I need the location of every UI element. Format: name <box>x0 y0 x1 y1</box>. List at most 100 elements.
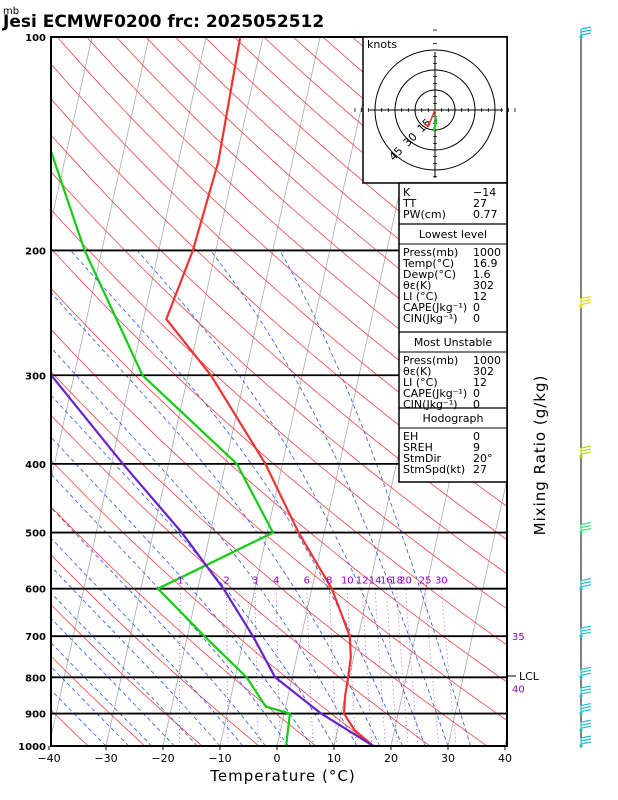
temperature-profile-line <box>165 37 375 746</box>
stats-row-value: 1.6 <box>473 268 491 281</box>
wind-barb-flag <box>580 451 592 455</box>
wind-barb-flag <box>580 584 592 588</box>
dry-adiabat-line <box>51 371 488 746</box>
y-axis-label: Mixing Ratio (g/kg) <box>531 375 549 536</box>
temperature-axis: −40 −30 −20 −10 0 10 20 30 40 <box>37 746 512 765</box>
stats-row-label: θε(K) <box>403 279 431 292</box>
stats-row-label: Press(mb) <box>403 354 458 367</box>
stats-row-label: LI (°C) <box>403 376 438 389</box>
temperature-tick-label: −40 <box>37 752 60 765</box>
temperature-tick-label: 20 <box>384 752 398 765</box>
moist-adiabat-line <box>51 565 221 746</box>
wind-barb-column <box>579 26 592 748</box>
temperature-tick-label: 30 <box>441 752 455 765</box>
stats-row-label: StmSpd(kt) <box>403 463 465 476</box>
index-value: 0.77 <box>473 208 498 221</box>
x-axis-label: Temperature (°C) <box>209 767 355 785</box>
dry-adiabat-line <box>51 414 431 746</box>
moist-adiabat-line <box>51 665 130 746</box>
storm-motion-arrowhead <box>423 120 431 128</box>
moist-adiabat-line <box>210 250 449 746</box>
stats-row-value: 16.9 <box>473 257 498 270</box>
stats-row-value: 27 <box>473 463 487 476</box>
dry-adiabat-line <box>51 208 507 610</box>
wind-barb-flag <box>580 738 592 742</box>
mixing-ratio-label: 25 <box>419 576 432 587</box>
stats-row-label: θε(K) <box>403 365 431 378</box>
hodograph-wind-trace <box>432 115 438 132</box>
mixing-ratio-label: 12 <box>356 576 369 587</box>
dry-adiabat-line <box>51 171 507 575</box>
stats-row-label: LI (°C) <box>403 290 438 303</box>
temperature-tick-label: −20 <box>151 752 174 765</box>
lcl-label: LCL <box>519 670 540 683</box>
wind-barb-station <box>579 634 583 638</box>
pressure-tick-label: 200 <box>25 246 46 257</box>
wind-barb-flag <box>580 691 592 695</box>
mixing-ratio-label: 4 <box>273 576 279 587</box>
stats-row-label: CIN(Jkg⁻¹) <box>403 312 458 325</box>
index-name: K <box>403 186 411 199</box>
isotherm-line <box>51 37 207 739</box>
mixing-ratio-label: 2 <box>223 576 229 587</box>
theta-e-label: 40 <box>512 685 525 696</box>
wind-barb-flag <box>580 722 592 726</box>
stats-row-value: 0 <box>473 430 480 443</box>
sounding-indices-table: K −14 TT 27 PW(cm) 0.77 Lowest level Press(mb) 1… <box>398 182 508 483</box>
wind-barb-flag <box>580 688 592 692</box>
temperature-tick-label: −10 <box>208 752 231 765</box>
stats-row-label: Dewp(°C) <box>403 268 456 281</box>
pressure-unit-label: mb <box>3 6 19 17</box>
stats-section-heading: Lowest level <box>419 228 487 241</box>
isotherm-line <box>447 477 507 746</box>
stats-row-value: 1000 <box>473 246 501 259</box>
pressure-tick-label: 800 <box>25 673 46 684</box>
pressure-axis: 100 200 300 400 500 600 700 800 900 1000 <box>18 33 46 753</box>
dry-adiabat-line <box>51 459 374 746</box>
stats-row-value: 12 <box>473 290 487 303</box>
wind-barb-flag <box>580 26 592 30</box>
stats-row-label: StmDir <box>403 452 442 465</box>
wind-barb-flag <box>580 631 592 635</box>
mixing-ratio-line <box>405 588 419 746</box>
wind-barb-flag <box>580 524 592 529</box>
wind-barb-flag <box>580 705 592 710</box>
moist-adiabat-line <box>51 642 152 746</box>
stats-row-label: CIN(Jkg⁻¹) <box>403 398 458 411</box>
wind-barb-flag <box>580 708 592 713</box>
hodograph-trace <box>423 109 438 132</box>
theta-e-labels: 35 40 <box>512 632 525 695</box>
mixing-ratio-line <box>254 588 259 746</box>
wind-barb-flag <box>580 32 592 36</box>
mixing-ratio-label: 3 <box>252 576 258 587</box>
wind-barb-flag <box>580 625 592 629</box>
wind-barb-flag <box>580 445 592 449</box>
moist-adiabat-line <box>51 292 380 746</box>
stats-row-value: 20° <box>473 452 493 465</box>
pressure-tick-label: 400 <box>25 460 46 471</box>
dry-adiabat-line <box>51 134 507 541</box>
moist-adiabat-line <box>51 592 198 746</box>
stats-row-value: 0 <box>473 312 480 325</box>
stats-row-value: 0 <box>473 387 480 400</box>
wind-barb-flag <box>580 581 592 585</box>
wind-barb-flag <box>580 719 592 723</box>
pressure-tick-label: 100 <box>25 33 46 44</box>
dry-adiabat-line <box>86 37 507 412</box>
mixing-ratio-label: 6 <box>304 576 310 587</box>
isotherm-line <box>219 37 378 746</box>
wind-barb-flag <box>580 702 592 707</box>
temperature-tick-label: 10 <box>327 752 341 765</box>
mixing-ratio-label: 30 <box>435 576 448 587</box>
wind-barb-flag <box>580 578 592 582</box>
dry-adiabat-line <box>51 287 507 683</box>
dry-adiabat-line <box>51 247 507 646</box>
isotherm-line <box>51 37 93 225</box>
stats-row-label: CAPE(Jkg⁻¹) <box>403 387 467 400</box>
wind-barb-flag <box>580 669 592 673</box>
mixing-ratio-label: 16 <box>380 576 393 587</box>
stats-row-value: 1000 <box>473 354 501 367</box>
lcl-marker: LCL <box>507 670 540 683</box>
